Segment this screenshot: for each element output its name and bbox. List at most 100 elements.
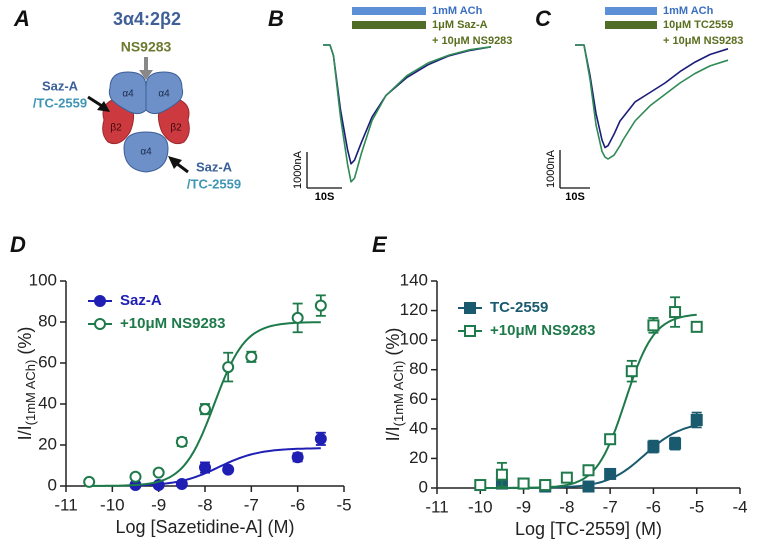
x-tick-label: -5 <box>336 495 351 514</box>
marker <box>175 477 188 490</box>
binding-label: Saz-A <box>196 159 233 174</box>
y-tick-label: 100 <box>29 270 57 289</box>
legend-bar <box>352 7 426 15</box>
subunit <box>108 71 147 115</box>
x-tick-label: -10 <box>468 497 493 516</box>
legend-label: Saz-A <box>120 292 162 309</box>
x-axis-label: Log [Sazetidine-A] (M) <box>115 517 294 537</box>
marker <box>314 299 327 312</box>
marker <box>245 350 258 363</box>
x-tick-label: -5 <box>689 497 704 516</box>
site-label: NS9283 <box>121 39 172 55</box>
y-tick-label: 20 <box>409 448 428 467</box>
arrow <box>87 95 103 108</box>
marker <box>464 325 476 337</box>
marker <box>647 319 660 332</box>
x-tick-label: -7 <box>603 497 618 516</box>
marker <box>175 435 188 448</box>
y-tick-label: 0 <box>48 475 57 494</box>
legend-label: 1mM ACh <box>432 5 483 17</box>
y-label-main: I/I <box>383 426 403 441</box>
panel-letter: E <box>372 232 388 257</box>
legend-label: TC-2559 <box>490 299 548 316</box>
y-tick-label: 40 <box>409 418 428 437</box>
diagram-title: 3α4:2β2 <box>113 9 181 29</box>
marker <box>539 479 552 492</box>
fit-curve <box>135 447 321 487</box>
y-label-unit: (%) <box>15 327 35 355</box>
marker <box>94 318 106 330</box>
legend-label: + 10μM NS9283 <box>432 35 512 47</box>
legend-label: + 10μM NS9283 <box>663 35 743 47</box>
binding-label: /TC-2559 <box>33 95 87 110</box>
y-tick-label: 40 <box>38 393 57 412</box>
x-tick-label: -7 <box>244 495 259 514</box>
scale-label: 10S <box>315 191 335 203</box>
legend-label: 1mM ACh <box>663 5 714 17</box>
marker <box>604 433 617 446</box>
legend-bar <box>605 21 657 29</box>
marker <box>604 467 617 480</box>
x-tick-label: -10 <box>100 495 125 514</box>
marker <box>129 470 142 483</box>
marker <box>291 451 304 464</box>
subunit-label: α4 <box>158 89 170 100</box>
subunit-label: β2 <box>170 123 182 134</box>
x-tick-label: -4 <box>732 497 747 516</box>
diagram: A 3α4:2β2 NS9283 α4 α4 β2 β2 α4 Saz-A /T… <box>13 6 241 192</box>
y-tick-label: 140 <box>400 270 428 289</box>
legend-bar <box>605 7 657 15</box>
scale-label: 1000nA <box>292 150 304 189</box>
marker <box>152 466 165 479</box>
trace-line <box>575 44 729 149</box>
y-axis-label: I/I(1mM ACh) (%) <box>15 327 39 441</box>
y-tick-label: 60 <box>38 352 57 371</box>
panel-letter: A <box>13 6 30 31</box>
marker <box>474 479 487 492</box>
marker <box>464 302 476 314</box>
panel-letter: D <box>10 232 26 257</box>
arrow-head <box>168 156 182 169</box>
marker <box>560 471 573 484</box>
x-tick-label: -8 <box>559 497 574 516</box>
scale-label: 1000nA <box>545 149 557 188</box>
marker <box>582 464 595 477</box>
marker <box>517 477 530 490</box>
marker <box>669 437 682 450</box>
y-tick-label: 0 <box>419 477 428 496</box>
y-tick-label: 80 <box>38 311 57 330</box>
marker <box>690 320 703 333</box>
legend-bar <box>352 21 426 29</box>
y-label-sub: (1mM ACh) <box>391 361 406 427</box>
y-tick-label: 60 <box>409 389 428 408</box>
panel-letter: C <box>535 6 552 31</box>
marker <box>314 432 327 445</box>
marker <box>222 361 235 374</box>
x-tick-label: -11 <box>54 495 77 514</box>
panel-letter: B <box>268 6 284 31</box>
trace-line <box>575 44 729 160</box>
subunit <box>145 71 184 115</box>
y-tick-label: 80 <box>409 359 428 378</box>
x-tick-label: -6 <box>646 497 661 516</box>
marker <box>222 463 235 476</box>
arrow-head <box>97 101 110 112</box>
marker <box>647 440 660 453</box>
y-tick-label: 100 <box>400 330 428 349</box>
subunit-label: α4 <box>122 89 134 100</box>
marker <box>83 475 96 488</box>
scale-label: 10S <box>565 191 585 203</box>
marker <box>199 403 211 416</box>
x-tick-label: -8 <box>197 495 212 514</box>
x-axis-label: Log [TC-2559] (M) <box>515 519 662 539</box>
marker <box>199 461 211 474</box>
marker <box>495 468 508 481</box>
marker <box>94 295 106 307</box>
legend-label: 10μM TC2559 <box>663 19 733 31</box>
marker <box>669 306 682 319</box>
y-tick-label: 20 <box>38 434 57 453</box>
marker <box>625 365 638 378</box>
y-tick-label: 120 <box>400 300 428 319</box>
